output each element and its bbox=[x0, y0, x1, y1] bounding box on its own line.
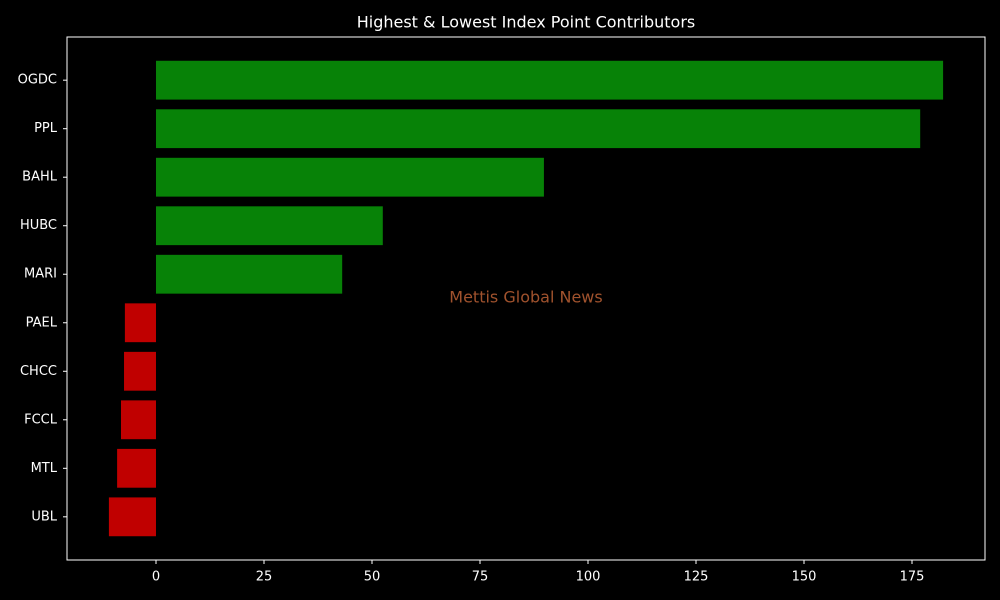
watermark: Mettis Global News bbox=[449, 288, 602, 307]
x-tick-label: 25 bbox=[256, 570, 273, 585]
x-tick-label: 150 bbox=[792, 570, 817, 585]
bar bbox=[124, 303, 156, 343]
y-tick-label: CHCC bbox=[20, 364, 57, 379]
bar bbox=[108, 497, 156, 537]
x-tick-label: 175 bbox=[900, 570, 925, 585]
bar bbox=[155, 254, 343, 294]
bar bbox=[117, 448, 156, 488]
y-tick-label: PAEL bbox=[26, 315, 58, 330]
y-tick-label: UBL bbox=[31, 509, 57, 524]
bar bbox=[124, 351, 156, 391]
bar bbox=[155, 60, 944, 100]
bar bbox=[155, 157, 544, 197]
bar bbox=[155, 109, 921, 149]
y-tick-label: MARI bbox=[24, 267, 57, 282]
x-tick-label: 75 bbox=[472, 570, 489, 585]
bar bbox=[121, 400, 156, 440]
chart-title: Highest & Lowest Index Point Contributor… bbox=[357, 13, 696, 32]
y-tick-label: HUBC bbox=[20, 218, 57, 233]
y-tick-label: FCCL bbox=[24, 412, 58, 427]
x-tick-label: 50 bbox=[364, 570, 381, 585]
bar bbox=[155, 206, 383, 246]
x-tick-label: 0 bbox=[152, 570, 160, 585]
x-tick-label: 125 bbox=[684, 570, 709, 585]
y-tick-label: PPL bbox=[34, 121, 58, 136]
y-tick-label: MTL bbox=[31, 461, 58, 476]
x-tick-label: 100 bbox=[576, 570, 601, 585]
y-tick-label: OGDC bbox=[18, 73, 57, 88]
y-tick-label: BAHL bbox=[22, 170, 58, 185]
axes-frame bbox=[66, 36, 986, 561]
